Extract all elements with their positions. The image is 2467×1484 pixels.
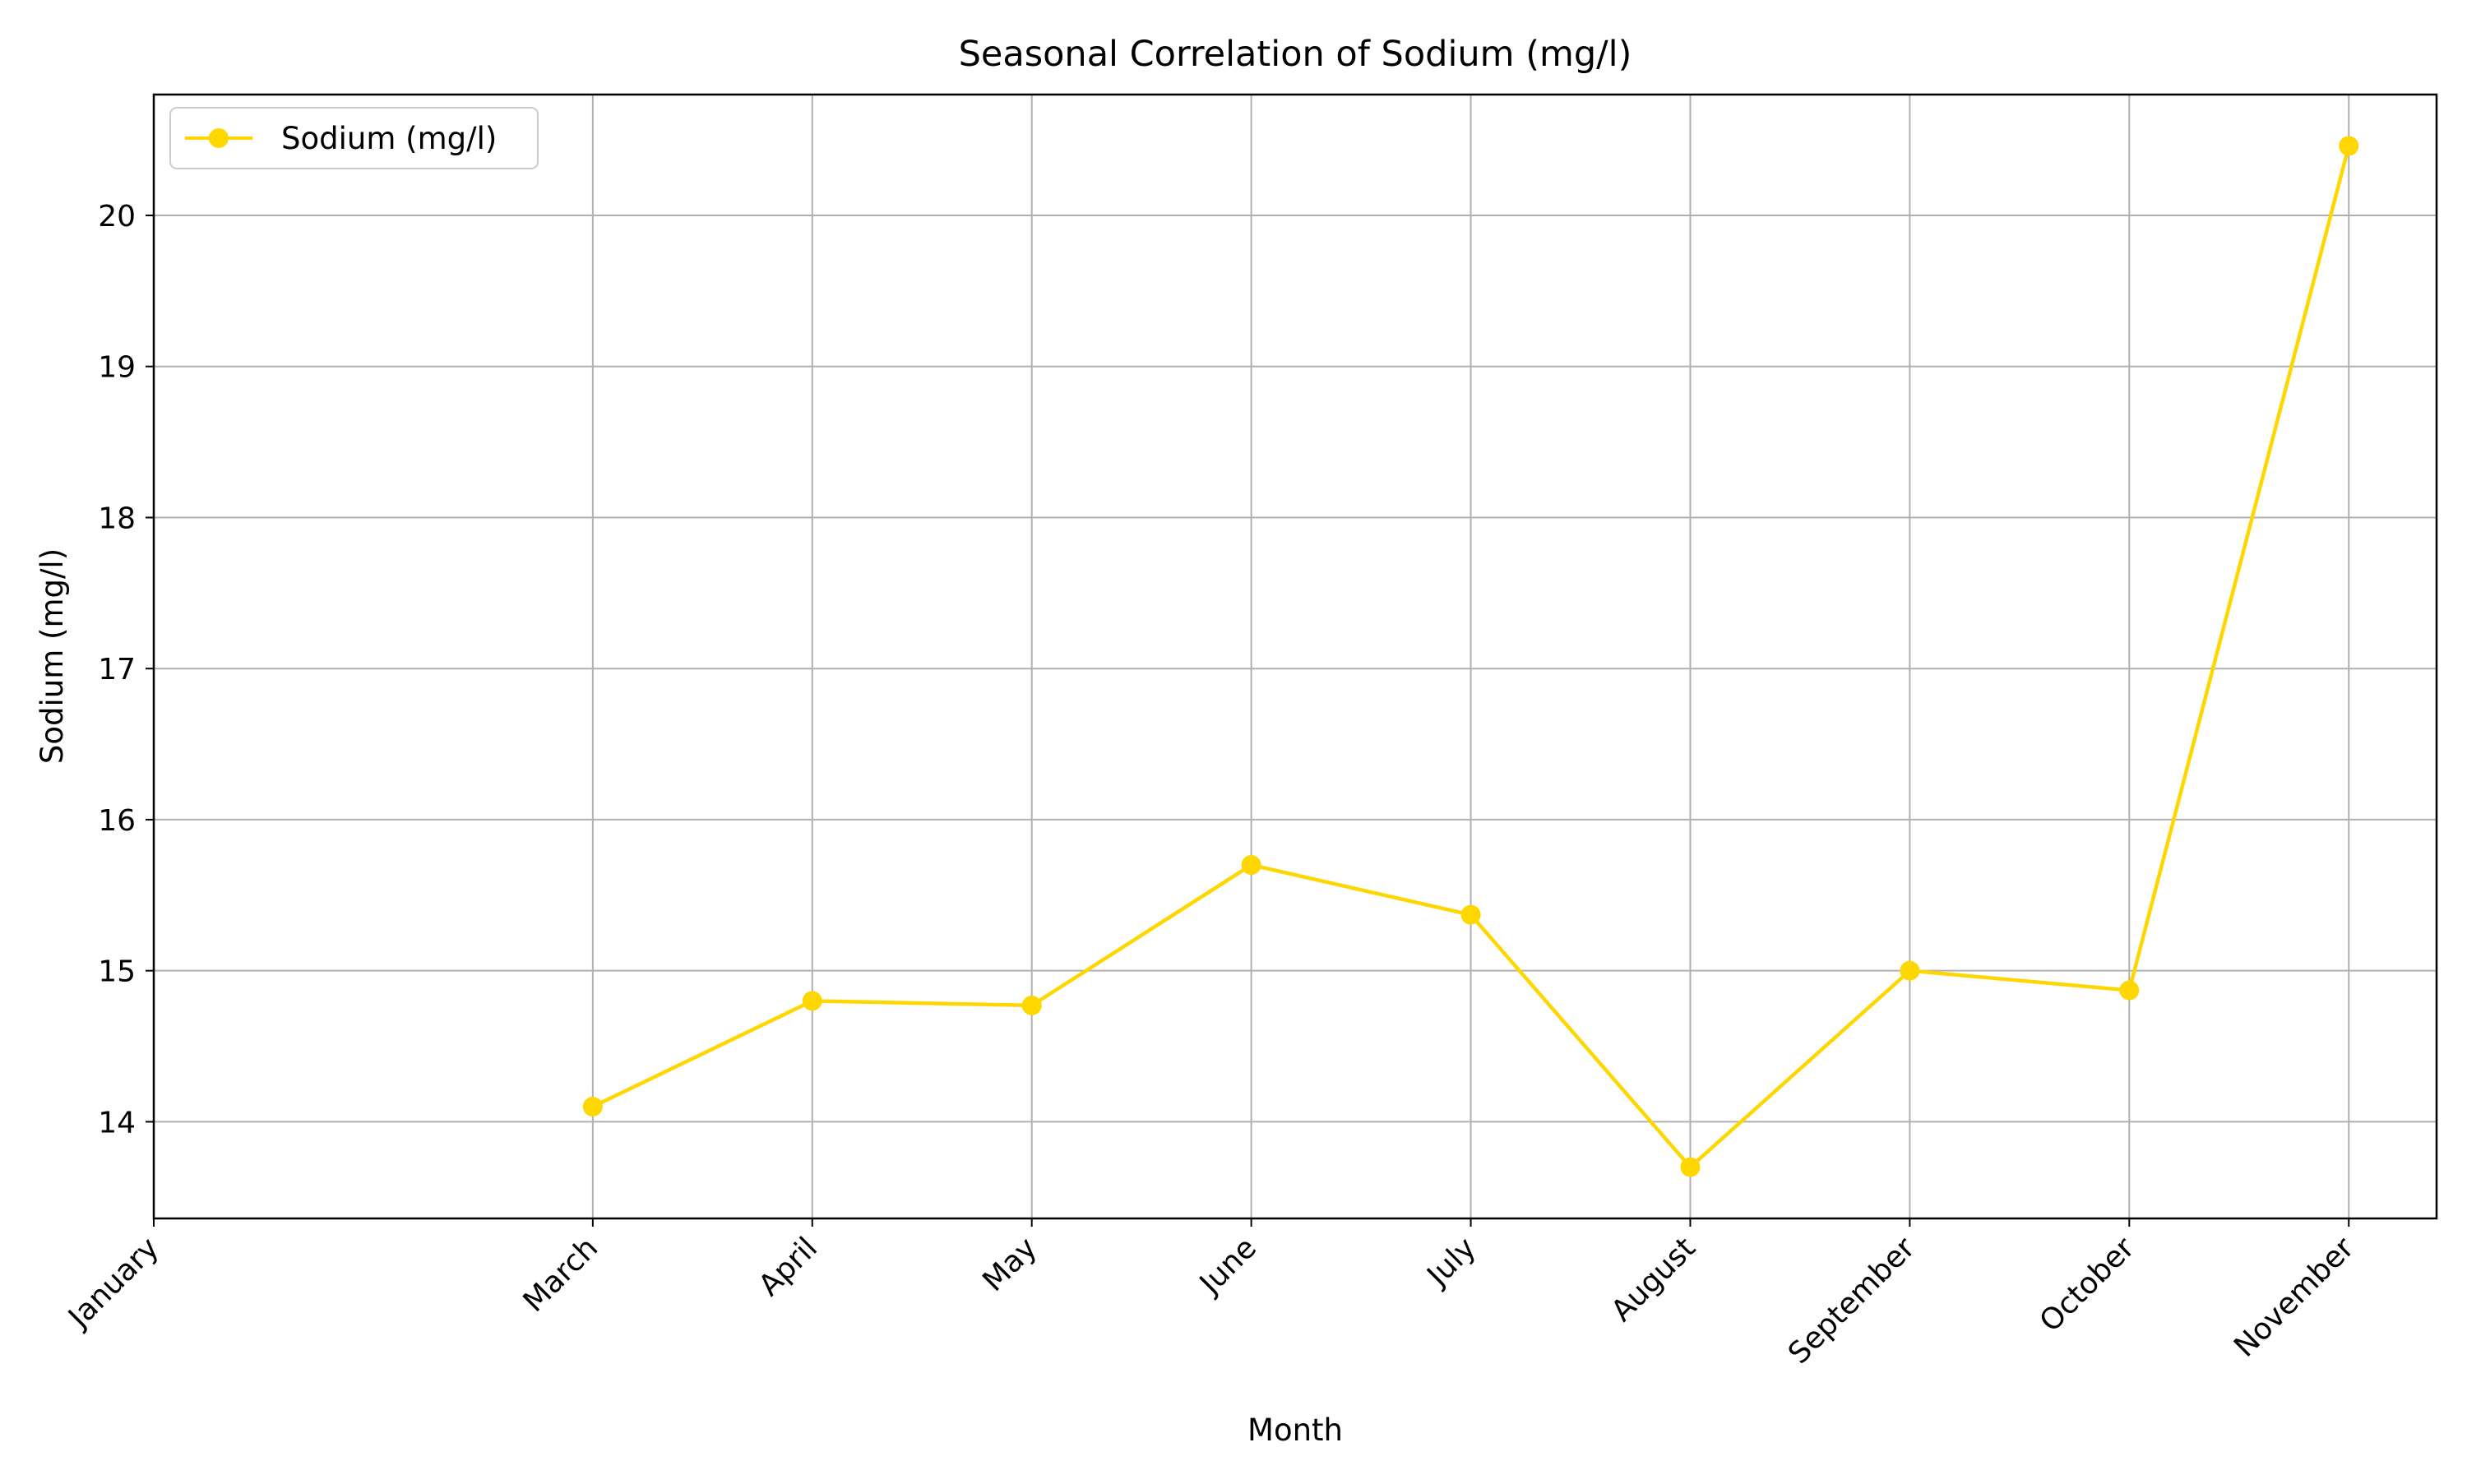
y-tick-label: 17 [98,653,136,687]
data-point [1680,1157,1701,1177]
legend-marker-swatch [209,128,229,148]
x-axis-label: Month [1247,1412,1343,1448]
y-tick-label: 14 [98,1106,136,1140]
y-tick-label: 20 [98,200,136,233]
y-tick-label: 19 [98,351,136,385]
legend: Sodium (mg/l) [169,107,539,169]
data-point [1241,855,1261,876]
chart-title: Seasonal Correlation of Sodium (mg/l) [959,34,1632,75]
legend-label: Sodium (mg/l) [281,121,497,156]
y-axis-label: Sodium (mg/l) [35,548,70,764]
data-point [1460,904,1481,925]
data-point [802,991,822,1011]
plot-frame [152,93,2438,1220]
legend-box [169,107,539,169]
data-point [1900,960,1920,981]
data-point [2339,136,2359,156]
data-point [582,1097,603,1117]
y-tick-label: 15 [98,955,136,989]
y-tick-label: 18 [98,502,136,535]
data-point [1021,995,1042,1015]
data-point [2119,980,2140,1001]
y-tick-label: 16 [98,804,136,838]
series-layer [582,136,2359,1177]
